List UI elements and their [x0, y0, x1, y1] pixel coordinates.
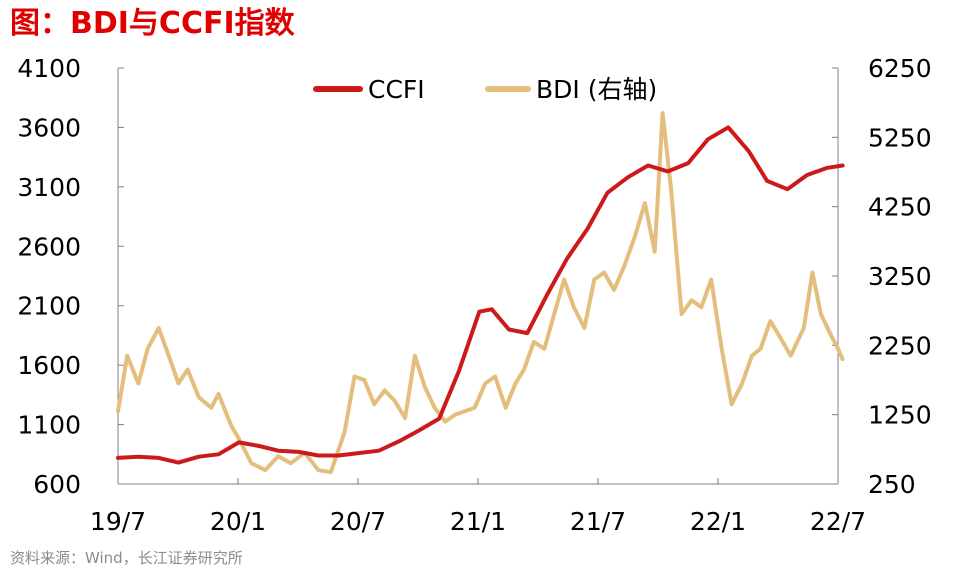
source-note: 资料来源：Wind，长江证券研究所: [10, 549, 243, 567]
right-tick-label: 250: [868, 470, 916, 499]
left-tick-label: 2600: [17, 232, 81, 261]
x-tick-label: 22/1: [690, 507, 746, 536]
right-axis-ticks: 6250 5250 4250 3250 2250 1250 250: [832, 54, 932, 499]
x-tick-label: 21/7: [570, 507, 626, 536]
left-tick-label: 600: [33, 470, 81, 499]
x-tick-label: 20/7: [330, 507, 386, 536]
left-tick-label: 3100: [17, 173, 81, 202]
left-tick-label: 1600: [17, 351, 81, 380]
left-tick-label: 1100: [17, 411, 81, 440]
right-tick-label: 3250: [868, 262, 932, 291]
bdi-series-line: [116, 111, 845, 475]
x-tick-label: 21/1: [450, 507, 506, 536]
left-axis-ticks: 4100 3600 3100 2600 2100 1600 1100 600: [17, 54, 124, 499]
x-axis-ticks: 19/7 20/1 20/7 21/1 21/7 22/1 22/7: [90, 478, 866, 536]
right-tick-label: 6250: [868, 54, 932, 83]
right-tick-label: 4250: [868, 193, 932, 222]
left-tick-label: 3600: [17, 113, 81, 142]
series-lines: [116, 111, 845, 475]
legend-ccfi-label: CCFI: [368, 75, 425, 104]
legend: CCFI BDI (右轴): [313, 75, 657, 104]
x-tick-label: 19/7: [90, 507, 146, 536]
chart-plot: 4100 3600 3100 2600 2100 1600 1100 600 6250 5250…: [17, 54, 932, 536]
chart-title: 图：BDI与CCFI指数: [10, 6, 295, 41]
left-tick-label: 4100: [17, 54, 81, 83]
axes: [117, 68, 839, 485]
ccfi-series-line: [116, 125, 845, 465]
right-tick-label: 5250: [868, 123, 932, 152]
x-tick-label: 20/1: [210, 507, 266, 536]
x-tick-label: 22/7: [810, 507, 866, 536]
left-tick-label: 2100: [17, 292, 81, 321]
right-tick-label: 2250: [868, 331, 932, 360]
legend-bdi-label: BDI (右轴): [536, 75, 657, 104]
right-tick-label: 1250: [868, 401, 932, 430]
